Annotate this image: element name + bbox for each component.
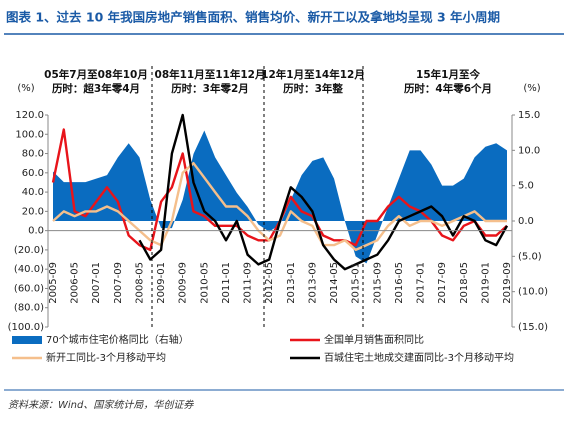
x-tick-label: 2014-05 [329,262,340,304]
x-tick-label: 2008-05 [134,262,145,304]
y-tick-label: (100.0) [8,322,45,333]
y-tick-label: (60.0) [14,283,44,294]
source-note: 资料来源：Wind、国家统计局，华创证券 [8,399,194,411]
y-tick-label: 60.0 [22,168,44,179]
x-tick-label: 2017-09 [437,262,448,304]
y-tick-label: 80.0 [22,149,44,160]
x-tick-label: 2011-09 [243,262,254,304]
line [138,113,509,271]
legend-label: 新开工同比-3个月移动平均 [46,351,166,364]
annotation-duration: 历时：3年整 [283,82,343,95]
legend-label: 70个城市住宅价格同比（右轴） [46,333,189,346]
x-tick-label: 2015-01 [351,262,362,304]
y2-tick-label: 0.0 [518,216,534,227]
annotation-period: 05年7月至08年10月 [44,68,148,81]
y2-tick-label: (10.0) [518,287,548,298]
y-tick-label: (80.0) [14,303,44,314]
legend-label: 百城住宅土地成交建面同比-3个月移动平均 [324,351,514,364]
x-tick-label: 2009-09 [178,262,189,304]
x-tick-label: 2006-05 [70,262,81,304]
x-tick-label: 2013-01 [286,262,297,304]
legend-swatch [12,336,42,344]
x-tick-label: 2007-09 [113,262,124,304]
y2-tick-label: 10.0 [518,145,540,156]
y2-tick-label: 15.0 [518,110,540,121]
x-tick-label: 2009-01 [156,262,167,304]
annotation-duration: 历时：3年零2月 [171,82,249,95]
x-tick-label: 2016-05 [394,262,405,304]
y2-axis-label: (%) [523,83,540,94]
y2-tick-label: (15.0) [518,322,548,333]
x-tick-label: 2012-05 [264,262,275,304]
annotation-duration: 历时：4年零6个月 [404,82,492,95]
x-tick-label: 2013-09 [307,262,318,304]
x-tick-label: 2010-05 [199,262,210,304]
y-tick-label: 0.0 [28,226,44,237]
y-tick-label: 40.0 [22,187,44,198]
annotation-period: 12年1月至14年12月 [261,68,365,81]
x-tick-label: 2011-01 [221,262,232,304]
x-tick-label: 2005-09 [48,262,59,304]
y-axis-label: (%) [17,83,34,94]
x-tick-label: 2019-01 [480,262,491,304]
y-tick-label: (20.0) [14,245,44,256]
x-tick-label: 2018-05 [459,262,470,304]
y2-tick-label: (5.0) [518,251,542,262]
x-tick-label: 2015-09 [372,262,383,304]
y-tick-label: 100.0 [15,129,44,140]
y-tick-label: 120.0 [15,110,44,121]
area [53,130,507,264]
legend-label: 全国单月销售面积同比 [324,333,424,346]
x-tick-label: 2007-01 [91,262,102,304]
annotation-duration: 历时：超3年零4月 [52,82,140,95]
x-tick-label: 2019-09 [502,262,513,304]
annotation-period: 08年11月至11年12月 [155,68,266,81]
annotation-period: 15年1月至今 [416,68,480,81]
chart-title: 图表 1、过去 10 年我国房地产销售面积、销售均价、新开工以及拿地均呈现 3 … [6,10,500,25]
line [52,162,507,252]
x-tick-label: 2017-01 [416,262,427,304]
y-tick-label: (40.0) [14,264,44,275]
y-tick-label: 20.0 [22,206,44,217]
y2-tick-label: 5.0 [518,181,534,192]
